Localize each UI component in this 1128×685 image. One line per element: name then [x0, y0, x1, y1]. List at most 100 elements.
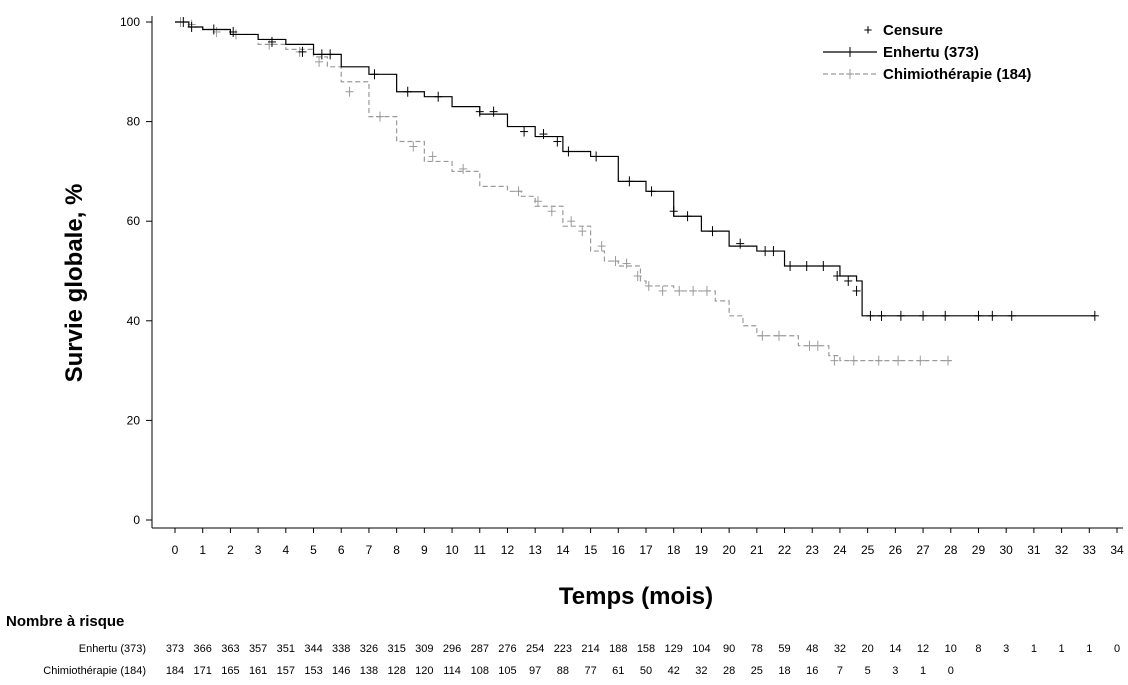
- censor-mark: [802, 261, 811, 272]
- censor-mark: [830, 355, 839, 366]
- risk-value: 146: [332, 665, 350, 677]
- censor-mark: [298, 46, 307, 57]
- censor-mark: [370, 69, 379, 80]
- risk-value: 188: [609, 643, 627, 655]
- risk-value: 20: [862, 643, 874, 655]
- censor-mark: [844, 275, 853, 286]
- censor-mark: [702, 285, 711, 296]
- series-chimiotherapie: [175, 17, 952, 366]
- censor-mark: [567, 216, 576, 227]
- x-tick-label: 2: [227, 543, 234, 557]
- risk-value: 78: [751, 643, 763, 655]
- x-tick-label: 15: [584, 543, 598, 557]
- risk-value: 344: [304, 643, 322, 655]
- x-tick-label: 5: [310, 543, 317, 557]
- censor-mark: [877, 310, 886, 321]
- risk-value: 59: [778, 643, 790, 655]
- risk-value: 105: [498, 665, 516, 677]
- x-tick-label: 25: [861, 543, 875, 557]
- censor-mark: [683, 211, 692, 222]
- risk-table-title: Nombre à risque: [6, 613, 124, 630]
- censor-mark: [434, 91, 443, 102]
- risk-value: 1: [1059, 643, 1065, 655]
- risk-value: 373: [166, 643, 184, 655]
- censor-mark: [675, 285, 684, 296]
- risk-value: 14: [889, 643, 901, 655]
- censor-mark: [315, 56, 324, 67]
- censor-mark: [459, 163, 468, 174]
- series-line: [175, 21, 1095, 317]
- censor-mark: [547, 206, 556, 217]
- y-tick-label: 60: [127, 214, 141, 228]
- risk-value: 223: [554, 643, 572, 655]
- risk-value: 276: [498, 643, 516, 655]
- risk-value: 32: [834, 643, 846, 655]
- censor-mark: [376, 111, 385, 122]
- risk-value: 3: [1003, 643, 1009, 655]
- censor-mark: [326, 49, 335, 60]
- censor-mark: [1090, 310, 1099, 321]
- censor-mark: [916, 355, 925, 366]
- risk-value: 61: [612, 665, 624, 677]
- risk-value: 3: [892, 665, 898, 677]
- censor-mark: [846, 69, 854, 79]
- risk-value: 10: [945, 643, 957, 655]
- risk-value: 7: [837, 665, 843, 677]
- x-tick-label: 31: [1027, 543, 1041, 557]
- censor-mark: [1007, 310, 1016, 321]
- risk-value: 157: [277, 665, 295, 677]
- censor-mark: [209, 24, 218, 35]
- risk-value: 16: [806, 665, 818, 677]
- x-tick-label: 29: [972, 543, 986, 557]
- censor-mark: [988, 310, 997, 321]
- x-tick-label: 30: [999, 543, 1013, 557]
- censor-mark: [403, 86, 412, 97]
- legend-item-enhertu: Enhertu (373): [823, 44, 979, 61]
- censor-mark: [669, 206, 678, 217]
- risk-value: 165: [221, 665, 239, 677]
- censor-mark: [611, 256, 620, 267]
- censor-mark: [658, 285, 667, 296]
- x-tick-label: 11: [474, 543, 487, 557]
- risk-value: 1: [1031, 643, 1037, 655]
- risk-value: 366: [194, 643, 212, 655]
- legend-censure: + Censure: [864, 22, 943, 39]
- censor-mark: [475, 106, 484, 117]
- censor-mark: [647, 186, 656, 197]
- censor-mark: [428, 151, 437, 162]
- risk-value: 287: [471, 643, 489, 655]
- x-tick-label: 21: [750, 543, 764, 557]
- y-tick-label: 20: [127, 413, 141, 427]
- risk-value: 18: [778, 665, 790, 677]
- x-tick-label: 13: [528, 543, 542, 557]
- risk-value: 351: [277, 643, 295, 655]
- x-tick-label: 0: [172, 543, 179, 557]
- risk-value: 161: [249, 665, 267, 677]
- legend-label: Enhertu (373): [883, 44, 979, 61]
- censor-mark: [758, 330, 767, 341]
- risk-row-chimiotherapie: Chimiothérapie (184) 184 171 165 161 157 153 14…: [43, 665, 954, 677]
- censor-mark: [229, 26, 238, 37]
- censor-mark: [774, 330, 783, 341]
- censor-mark: [625, 176, 634, 187]
- risk-value: 357: [249, 643, 267, 655]
- censor-mark: [553, 136, 562, 147]
- x-tick-label: 12: [501, 543, 515, 557]
- risk-value: 97: [529, 665, 541, 677]
- x-tick-label: 32: [1055, 543, 1069, 557]
- censor-mark: [578, 226, 587, 237]
- risk-value: 114: [443, 665, 461, 677]
- censor-mark: [833, 270, 842, 281]
- censor-mark: [489, 106, 498, 117]
- x-axis-title: Temps (mois): [559, 583, 713, 610]
- y-tick-label: 40: [127, 314, 141, 328]
- censor-mark: [592, 151, 601, 162]
- x-tick-label: 34: [1110, 543, 1124, 557]
- risk-value: 1: [1086, 643, 1092, 655]
- risk-value: 326: [360, 643, 378, 655]
- risk-value: 12: [917, 643, 929, 655]
- censor-mark: [846, 47, 854, 57]
- censor-mark: [849, 355, 858, 366]
- y-axis-title: Survie globale, %: [61, 184, 88, 383]
